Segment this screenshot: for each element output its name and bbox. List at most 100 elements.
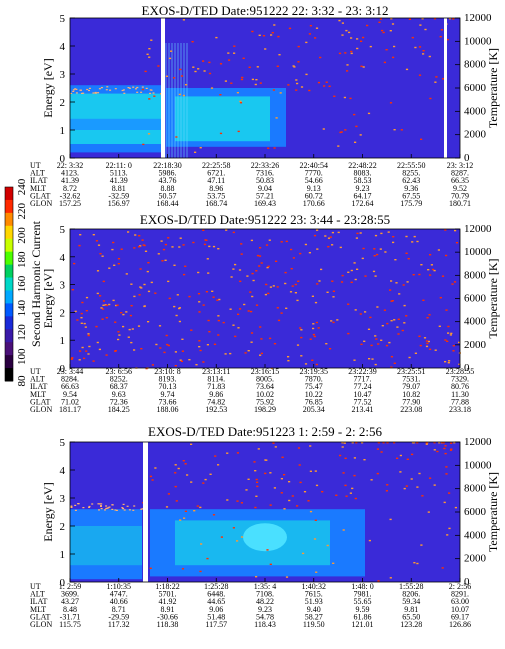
orbit-cell: 7615. [305, 590, 323, 599]
temperature-point [190, 329, 193, 331]
temperature-point [198, 301, 201, 303]
temperature-point [217, 315, 220, 317]
temperature-point [179, 359, 182, 361]
orbit-cell: 79.07 [402, 382, 420, 391]
temperature-point [137, 325, 141, 327]
temperature-point [350, 281, 353, 283]
temperature-point [449, 334, 452, 336]
temperature-point [217, 334, 220, 336]
temperature-point [135, 88, 137, 90]
temperature-point [182, 244, 185, 246]
temperature-point [359, 134, 362, 136]
temperature-point [250, 332, 254, 334]
temperature-point [287, 84, 290, 86]
orbit-cell: 1:18:22 [155, 582, 179, 591]
temperature-point [398, 293, 401, 295]
temperature-point [129, 314, 132, 317]
temperature-point [400, 129, 403, 131]
orbit-cell: 64.17 [354, 191, 372, 200]
temperature-point [267, 265, 270, 268]
temperature-point [376, 253, 379, 256]
temperature-point [383, 61, 386, 64]
temperature-point [374, 234, 378, 237]
temperature-point [98, 348, 101, 351]
temperature-point [388, 341, 391, 344]
temperature-point [337, 231, 340, 234]
temperature-point [405, 235, 408, 238]
temperature-point [84, 326, 87, 328]
temperature-point [184, 463, 187, 465]
temperature-point [380, 451, 383, 453]
temperature-point [402, 284, 405, 286]
temperature-point [454, 506, 457, 509]
temperature-point [252, 279, 255, 282]
temperature-point [290, 248, 293, 251]
temperature-point [376, 472, 379, 475]
temperature-point [179, 237, 182, 239]
temperature-point [253, 461, 256, 463]
temperature-point [256, 481, 259, 483]
temperature-point [232, 268, 235, 270]
temperature-point [233, 45, 236, 47]
temperature-point [305, 41, 308, 44]
temperature-point [364, 311, 367, 313]
temperature-point [141, 239, 144, 241]
temperature-point [210, 87, 214, 89]
temperature-point [199, 147, 202, 149]
temperature-point [251, 78, 254, 81]
orbit-cell: 23:19:35 [300, 367, 328, 376]
temperature-point [229, 352, 232, 355]
temperature-point [122, 313, 125, 316]
orbit-cell: 10.47 [354, 390, 372, 399]
temperature-point [82, 92, 85, 94]
temperature-point [75, 92, 78, 94]
temperature-point [173, 77, 176, 79]
temperature-point [240, 536, 244, 538]
orbit-cell: 59.34 [402, 597, 420, 606]
orbit-cell: 51.93 [305, 597, 323, 606]
temperature-point [413, 442, 416, 444]
temperature-point [454, 229, 457, 232]
temperature-point [127, 87, 130, 89]
temperature-point [350, 37, 353, 39]
orbit-cell: 1:40:32 [302, 582, 326, 591]
orbit-row-label: ALT [30, 375, 45, 384]
orbit-cell: 22:48:22 [348, 161, 376, 170]
temperature-point [438, 442, 441, 444]
temperature-point [382, 31, 385, 34]
temperature-point [288, 499, 291, 502]
orbit-row-label: GLAT [30, 191, 51, 200]
temperature-point [298, 464, 301, 466]
spectrogram-bands [70, 509, 365, 580]
orbit-cell: 7329. [451, 375, 469, 384]
temperature-point [446, 38, 449, 41]
temperature-point [143, 283, 146, 286]
colorbar-swatch [5, 277, 13, 291]
orbit-cell: 69.17 [451, 612, 469, 621]
temperature-point [227, 52, 230, 54]
temperature-point [455, 242, 459, 244]
colorbar-swatch [5, 303, 13, 317]
panel-title: EXOS-D/TED Date:951222 23: 3:44 - 23:28:… [140, 212, 390, 227]
temperature-point [108, 506, 111, 508]
temperature-point [313, 335, 316, 338]
y-tick-label: 0 [60, 577, 66, 589]
temperature-point [175, 500, 178, 502]
temperature-point [458, 341, 461, 344]
temperature-point [255, 304, 259, 306]
temperature-point [193, 510, 196, 512]
orbit-cell: 9.52 [453, 184, 467, 193]
temperature-point [88, 345, 91, 348]
temperature-point [399, 471, 402, 473]
temperature-point [304, 243, 307, 246]
orbit-cell: 181.17 [59, 405, 81, 414]
temperature-point [257, 448, 260, 450]
temperature-point [148, 56, 151, 58]
temperature-point [278, 54, 281, 56]
temperature-point [181, 338, 184, 340]
temperature-point [192, 241, 195, 244]
temperature-point [422, 50, 425, 52]
temperature-point [314, 470, 317, 472]
orbit-cell: 10.82 [402, 390, 420, 399]
temperature-point [312, 333, 315, 336]
